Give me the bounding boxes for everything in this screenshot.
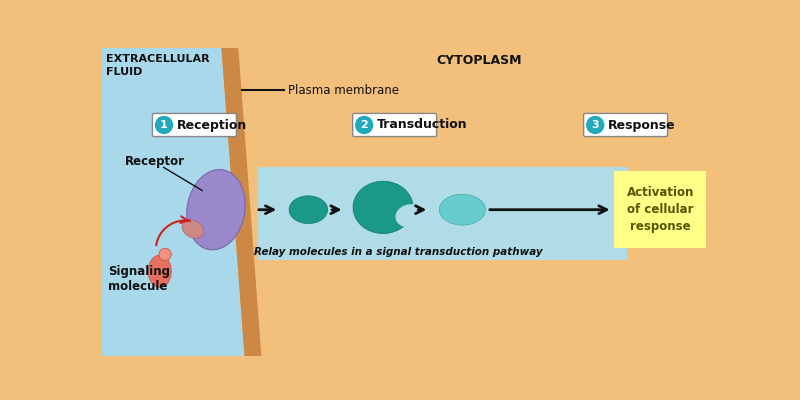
Text: 3: 3 bbox=[591, 120, 599, 130]
Circle shape bbox=[586, 116, 604, 134]
Ellipse shape bbox=[148, 255, 171, 288]
Text: 1: 1 bbox=[160, 120, 168, 130]
Ellipse shape bbox=[159, 248, 171, 260]
Text: CYTOPLASM: CYTOPLASM bbox=[437, 54, 522, 67]
FancyBboxPatch shape bbox=[353, 114, 437, 136]
FancyBboxPatch shape bbox=[584, 114, 667, 136]
Text: Plasma membrane: Plasma membrane bbox=[288, 84, 399, 97]
Polygon shape bbox=[102, 48, 245, 356]
Ellipse shape bbox=[186, 170, 246, 250]
FancyBboxPatch shape bbox=[153, 114, 236, 136]
Ellipse shape bbox=[289, 196, 328, 224]
Text: Transduction: Transduction bbox=[378, 118, 468, 132]
Ellipse shape bbox=[182, 220, 204, 238]
FancyBboxPatch shape bbox=[614, 171, 706, 248]
Ellipse shape bbox=[395, 204, 425, 228]
Polygon shape bbox=[238, 48, 718, 356]
Circle shape bbox=[356, 116, 373, 134]
Text: Signaling
molecule: Signaling molecule bbox=[108, 264, 170, 294]
Text: 2: 2 bbox=[360, 120, 368, 130]
Text: Receptor: Receptor bbox=[125, 156, 185, 168]
Text: EXTRACELLULAR
FLUID: EXTRACELLULAR FLUID bbox=[106, 54, 210, 76]
Ellipse shape bbox=[439, 194, 486, 225]
Circle shape bbox=[155, 116, 173, 134]
Text: Reception: Reception bbox=[177, 118, 247, 132]
FancyBboxPatch shape bbox=[258, 167, 627, 260]
Ellipse shape bbox=[353, 181, 413, 234]
Text: Relay molecules in a signal transduction pathway: Relay molecules in a signal transduction… bbox=[254, 247, 542, 257]
Text: Response: Response bbox=[608, 118, 676, 132]
Polygon shape bbox=[222, 48, 262, 356]
Text: Activation
of cellular
response: Activation of cellular response bbox=[626, 186, 694, 233]
